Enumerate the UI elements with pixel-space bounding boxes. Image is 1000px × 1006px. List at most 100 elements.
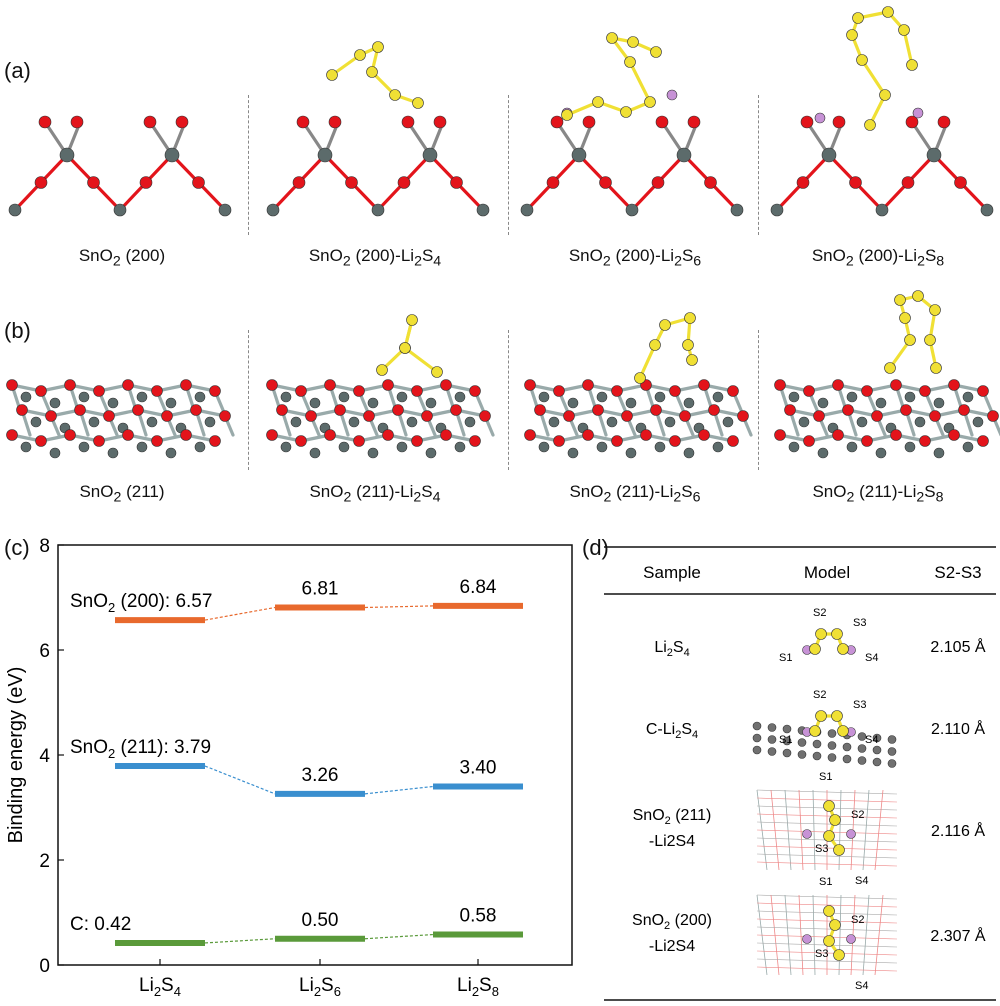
oxygen-atom bbox=[987, 410, 999, 422]
series-1: SnO2 (211): 3.79 3.26 3.40 bbox=[70, 737, 523, 797]
tin-atom bbox=[520, 203, 534, 217]
oxygen-atom bbox=[832, 429, 844, 441]
x-tick-label: Li2S4 bbox=[139, 975, 181, 999]
carbon-atom bbox=[812, 751, 822, 761]
oxygen-atom bbox=[440, 379, 452, 391]
panel-label-c: (c) bbox=[4, 535, 30, 560]
table-row: SnO2 (211) -Li2S4 2.116 Å S1 S2 S3 S4 bbox=[633, 771, 986, 887]
series-value-label: SnO2 (211): 3.79 bbox=[70, 737, 211, 761]
carbon-atom bbox=[782, 724, 792, 734]
y-tick-label: 8 bbox=[39, 536, 50, 557]
oxygen-atom bbox=[266, 379, 278, 391]
oxygen-atom bbox=[401, 115, 415, 129]
oxygen-atom bbox=[219, 410, 231, 422]
tin-atom bbox=[962, 441, 974, 453]
atom-label: S1 bbox=[819, 876, 832, 888]
sulfur-atom bbox=[831, 628, 843, 640]
oxygen-atom bbox=[180, 429, 192, 441]
atom-label: S4 bbox=[865, 652, 878, 664]
oxygen-atom bbox=[382, 379, 394, 391]
divider-a-3 bbox=[758, 95, 759, 235]
substrate-line bbox=[756, 966, 898, 972]
tin-atom bbox=[683, 447, 695, 459]
oxygen-atom bbox=[640, 429, 652, 441]
oxygen-atom bbox=[669, 385, 681, 397]
oxygen-atom bbox=[937, 115, 951, 129]
tin-atom bbox=[338, 391, 350, 403]
oxygen-atom bbox=[122, 379, 134, 391]
carbon-atom bbox=[857, 732, 867, 741]
tin-atom bbox=[664, 416, 676, 428]
sample-name: Li2S4 bbox=[654, 639, 689, 659]
sulfur-atom bbox=[606, 32, 618, 44]
oxygen-atom bbox=[328, 115, 342, 129]
oxygen-atom bbox=[469, 435, 481, 447]
substrate-line bbox=[756, 861, 898, 867]
sulfur-atom bbox=[924, 334, 936, 346]
caption-b-2: SnO2 (211)-Li2S4 bbox=[309, 482, 441, 506]
oxygen-atom bbox=[87, 176, 100, 189]
sulfur-atom bbox=[837, 725, 849, 737]
oxygen-atom bbox=[919, 435, 931, 447]
data-label: 3.40 bbox=[460, 758, 497, 779]
oxygen-atom bbox=[977, 385, 989, 397]
caption-b-4: SnO2 (211)-Li2S8 bbox=[812, 482, 944, 506]
oxygen-atom bbox=[6, 429, 18, 441]
sulfur-atom bbox=[912, 290, 924, 302]
tin-atom bbox=[146, 416, 158, 428]
sulfur-atom bbox=[823, 905, 835, 917]
oxygen-atom bbox=[433, 115, 447, 129]
tin-atom bbox=[904, 391, 916, 403]
substrate-line bbox=[812, 789, 816, 871]
sulfur-atom bbox=[366, 66, 378, 78]
oxygen-atom bbox=[708, 404, 720, 416]
bond bbox=[860, 58, 887, 97]
oxygen-atom bbox=[524, 379, 536, 391]
y-tick-label: 6 bbox=[39, 641, 50, 662]
connector-line bbox=[204, 765, 276, 795]
oxygen-atom bbox=[621, 410, 633, 422]
lithium-atom bbox=[666, 89, 678, 101]
oxygen-atom bbox=[16, 404, 28, 416]
tin-atom bbox=[625, 203, 639, 217]
oxygen-atom bbox=[890, 379, 902, 391]
oxygen-atom bbox=[948, 429, 960, 441]
caption-a-2: SnO2 (200)-Li2S4 bbox=[308, 246, 442, 270]
oxygen-atom bbox=[803, 435, 815, 447]
sulfur-atom bbox=[389, 89, 401, 101]
oxygen-atom bbox=[382, 429, 394, 441]
series-value-label: C: 0.42 bbox=[70, 914, 131, 935]
tin-atom bbox=[367, 397, 379, 409]
data-label: 0.50 bbox=[302, 910, 339, 931]
series-2: C: 0.42 0.50 0.58 bbox=[70, 906, 523, 946]
atom-label: S2 bbox=[851, 914, 864, 926]
tin-atom bbox=[567, 397, 579, 409]
bond bbox=[628, 60, 652, 104]
sulfur-atom bbox=[882, 6, 894, 18]
oxygen-atom bbox=[861, 385, 873, 397]
sulfur-atom bbox=[634, 372, 646, 384]
carbon-atom bbox=[887, 747, 897, 756]
oxygen-atom bbox=[849, 176, 862, 189]
oxygen-atom bbox=[305, 410, 317, 422]
tin-atom bbox=[78, 441, 90, 453]
connector-line bbox=[204, 938, 276, 944]
lithium-atom bbox=[814, 112, 826, 124]
oxygen-atom bbox=[421, 410, 433, 422]
tin-atom bbox=[396, 441, 408, 453]
sulfur-atom bbox=[833, 949, 845, 961]
oxygen-atom bbox=[296, 115, 310, 129]
tin-atom bbox=[425, 397, 437, 409]
connector-line bbox=[364, 933, 434, 940]
table-row: Li2S4 2.105 Å S1 S2 S3 S4 bbox=[654, 607, 986, 664]
tin-atom bbox=[933, 447, 945, 459]
sulfur-atom bbox=[815, 710, 827, 722]
connector-line bbox=[204, 606, 276, 621]
oxygen-atom bbox=[832, 379, 844, 391]
bond bbox=[403, 346, 439, 374]
tin-atom bbox=[454, 391, 466, 403]
tin-atom bbox=[309, 397, 321, 409]
oxygen-atom bbox=[70, 115, 84, 129]
carbon-atom bbox=[827, 753, 837, 762]
